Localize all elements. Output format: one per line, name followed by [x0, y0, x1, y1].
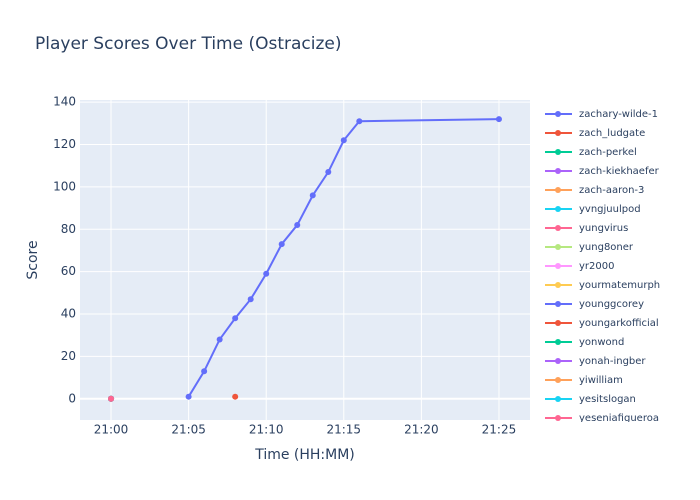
point [263, 270, 270, 277]
legend-label: zach_ludgate [579, 128, 645, 139]
legend-marker [555, 377, 561, 383]
y-tick-label: 140 [53, 95, 76, 109]
point [216, 336, 223, 343]
legend-marker [555, 358, 561, 364]
y-tick-label: 80 [61, 222, 76, 236]
y-tick-label: 100 [53, 179, 76, 193]
legend-label: yvngjuulpod [579, 204, 641, 215]
legend-label: zachary-wilde-1 [579, 109, 658, 120]
point [495, 116, 502, 123]
x-tick-label: 21:20 [404, 423, 439, 437]
legend-marker [555, 206, 561, 212]
marks [108, 116, 502, 402]
legend-label: yiwilliam [579, 375, 623, 386]
legend-marker [555, 301, 561, 307]
legend-label: yung8oner [579, 242, 634, 253]
legend-label: yungvirus [579, 223, 628, 234]
legend-label: zach-perkel [579, 147, 637, 158]
point [232, 315, 239, 322]
x-tick-label: 21:25 [482, 423, 517, 437]
legend-label: yeseniafigueroa [579, 413, 659, 424]
legend-label: yesitslogan [579, 394, 636, 405]
y-tick-label: 0 [68, 391, 76, 405]
legend-marker [555, 320, 561, 326]
point [247, 296, 254, 303]
legend-label: zach-kiekhaefer [579, 166, 660, 177]
legend-marker [555, 111, 561, 117]
legend-label: zach-aaron-3 [579, 185, 644, 196]
legend-marker [555, 339, 561, 345]
point [232, 393, 239, 400]
legend-label: youngarkofficial [579, 318, 659, 329]
legend: zachary-wilde-1 zach_ludgate zach-perkel za… [545, 109, 660, 424]
legend-label: yonwond [579, 337, 624, 348]
plot-area [80, 100, 530, 420]
legend-marker [555, 415, 561, 421]
point [325, 169, 332, 176]
legend-label: yourmatemurph [579, 280, 660, 291]
legend-marker [555, 149, 561, 155]
chart-title: Player Scores Over Time (Ostracize) [35, 34, 342, 54]
x-axis-title: Time (HH:MM) [254, 447, 355, 463]
x-tick-label: 21:05 [171, 423, 206, 437]
legend-marker [555, 244, 561, 250]
legend-marker [555, 187, 561, 193]
legend-marker [555, 130, 561, 136]
legend-label: yr2000 [579, 261, 614, 272]
x-tick-label: 21:00 [94, 423, 129, 437]
y-tick-label: 120 [53, 137, 76, 151]
x-tick-label: 21:10 [249, 423, 284, 437]
legend-marker [555, 263, 561, 269]
legend-marker [555, 168, 561, 174]
point [185, 393, 192, 400]
point [309, 192, 316, 199]
y-axis-title: Score [25, 240, 41, 279]
point [201, 368, 208, 375]
point [340, 137, 347, 144]
y-tick-label: 40 [61, 307, 76, 321]
point [278, 241, 285, 248]
legend-marker [555, 225, 561, 231]
legend-marker [555, 282, 561, 288]
y-tick-label: 20 [61, 349, 76, 363]
point [356, 118, 363, 125]
point [108, 395, 115, 402]
grid [80, 100, 530, 420]
x-tick-label: 21:15 [326, 423, 361, 437]
y-tick-label: 60 [61, 264, 76, 278]
legend-label: yonah-ingber [579, 356, 646, 367]
point [294, 222, 301, 229]
legend-marker [555, 396, 561, 402]
legend-label: younggcorey [579, 299, 644, 310]
